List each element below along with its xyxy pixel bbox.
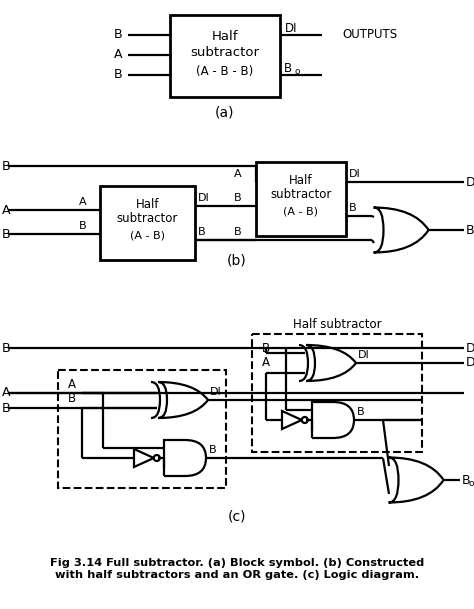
Bar <box>256 162 346 236</box>
Text: A: A <box>262 356 270 368</box>
PathPatch shape <box>306 345 356 381</box>
Text: Half subtractor: Half subtractor <box>292 317 381 331</box>
Text: (c): (c) <box>228 509 246 523</box>
Text: B: B <box>262 342 270 354</box>
Text: B: B <box>462 474 471 487</box>
Text: B: B <box>357 407 365 417</box>
PathPatch shape <box>164 440 206 476</box>
Text: (b): (b) <box>227 253 247 267</box>
Text: B: B <box>234 193 242 203</box>
Text: Half: Half <box>136 197 159 211</box>
PathPatch shape <box>389 457 444 502</box>
Text: A: A <box>114 49 122 62</box>
Text: o: o <box>469 479 474 488</box>
PathPatch shape <box>158 382 208 418</box>
Text: A: A <box>79 197 87 207</box>
Bar <box>252 334 422 452</box>
Text: Fig 3.14 Full subtractor. (a) Block symbol. (b) Constructed
with half subtractor: Fig 3.14 Full subtractor. (a) Block symb… <box>50 558 424 580</box>
Text: B: B <box>2 342 10 354</box>
Text: B: B <box>114 29 122 41</box>
Text: DI: DI <box>466 175 474 189</box>
Text: B: B <box>234 227 242 237</box>
PathPatch shape <box>282 411 302 429</box>
PathPatch shape <box>374 208 428 253</box>
Text: DI: DI <box>358 350 370 360</box>
Text: DI: DI <box>466 356 474 370</box>
Text: B: B <box>2 160 10 172</box>
Text: o: o <box>295 68 301 77</box>
Text: DI: DI <box>210 387 222 397</box>
Text: (A - B): (A - B) <box>283 207 319 217</box>
Text: A: A <box>234 169 242 179</box>
Text: B: B <box>114 68 122 82</box>
Text: DI: DI <box>198 193 210 203</box>
Text: (a): (a) <box>215 106 235 120</box>
Text: DI: DI <box>285 21 298 35</box>
Text: subtractor: subtractor <box>270 188 332 200</box>
Bar <box>100 186 195 260</box>
Circle shape <box>154 455 160 461</box>
Text: B: B <box>349 203 356 213</box>
Text: Half: Half <box>289 174 313 186</box>
Text: B: B <box>79 221 87 231</box>
PathPatch shape <box>312 402 354 438</box>
Text: (A - B - B): (A - B - B) <box>196 65 254 77</box>
Text: B: B <box>2 401 10 415</box>
Text: DI: DI <box>349 169 361 179</box>
Text: subtractor: subtractor <box>117 211 178 225</box>
Text: B: B <box>2 228 10 241</box>
Bar <box>58 370 226 488</box>
Text: OUTPUTS: OUTPUTS <box>342 29 398 41</box>
Text: A: A <box>2 203 10 217</box>
Text: (A - B): (A - B) <box>130 231 165 241</box>
PathPatch shape <box>134 449 154 467</box>
Text: Half: Half <box>212 30 238 43</box>
Text: A: A <box>2 387 10 400</box>
Text: subtractor: subtractor <box>191 46 259 60</box>
Text: B: B <box>68 392 76 404</box>
Text: A: A <box>68 378 76 390</box>
Text: DI: DI <box>466 342 474 354</box>
Circle shape <box>302 417 308 423</box>
Text: B: B <box>466 224 474 236</box>
Text: B: B <box>198 227 206 237</box>
Text: B: B <box>209 445 217 455</box>
Text: B: B <box>284 62 292 74</box>
Bar <box>170 15 280 97</box>
